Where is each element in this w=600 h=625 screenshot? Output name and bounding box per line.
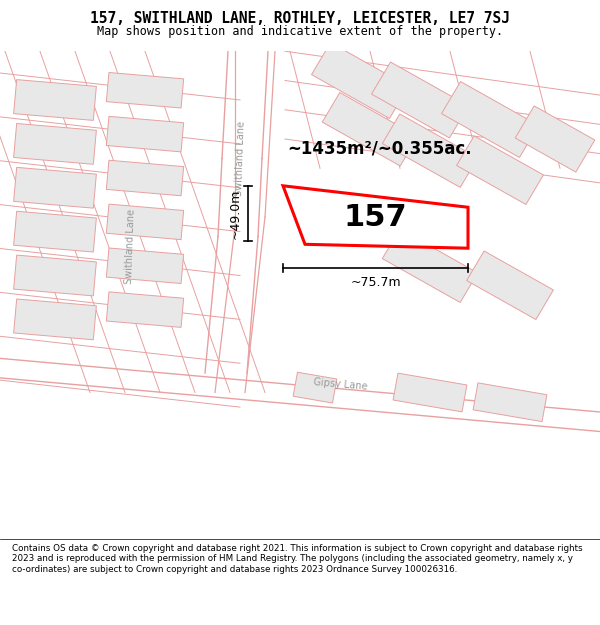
Polygon shape bbox=[442, 81, 538, 158]
Polygon shape bbox=[515, 106, 595, 172]
Polygon shape bbox=[467, 251, 553, 319]
Polygon shape bbox=[14, 211, 97, 252]
Polygon shape bbox=[457, 136, 544, 204]
Polygon shape bbox=[14, 79, 97, 121]
Polygon shape bbox=[283, 186, 468, 248]
Polygon shape bbox=[382, 229, 478, 302]
Polygon shape bbox=[106, 292, 184, 328]
Polygon shape bbox=[106, 160, 184, 196]
Text: 157: 157 bbox=[343, 202, 407, 231]
Polygon shape bbox=[382, 114, 478, 188]
Text: Gipsy Lane: Gipsy Lane bbox=[313, 378, 367, 392]
Text: Swithland Lane: Swithland Lane bbox=[233, 121, 247, 196]
Text: Map shows position and indicative extent of the property.: Map shows position and indicative extent… bbox=[97, 26, 503, 39]
Polygon shape bbox=[106, 248, 184, 284]
Polygon shape bbox=[371, 62, 469, 138]
Polygon shape bbox=[322, 92, 418, 166]
Polygon shape bbox=[473, 383, 547, 422]
Polygon shape bbox=[14, 168, 97, 208]
Polygon shape bbox=[14, 255, 97, 296]
Text: ~1435m²/~0.355ac.: ~1435m²/~0.355ac. bbox=[287, 140, 472, 158]
Text: ~49.0m: ~49.0m bbox=[229, 188, 242, 239]
Text: 157, SWITHLAND LANE, ROTHLEY, LEICESTER, LE7 7SJ: 157, SWITHLAND LANE, ROTHLEY, LEICESTER,… bbox=[90, 11, 510, 26]
Polygon shape bbox=[106, 116, 184, 152]
Polygon shape bbox=[293, 372, 337, 403]
Text: ~75.7m: ~75.7m bbox=[350, 276, 401, 289]
Text: Contains OS data © Crown copyright and database right 2021. This information is : Contains OS data © Crown copyright and d… bbox=[12, 544, 583, 574]
Text: Swithland Lane: Swithland Lane bbox=[124, 209, 136, 284]
Polygon shape bbox=[106, 204, 184, 239]
Polygon shape bbox=[106, 72, 184, 108]
Polygon shape bbox=[393, 373, 467, 412]
Polygon shape bbox=[14, 299, 97, 340]
Polygon shape bbox=[311, 42, 409, 119]
Polygon shape bbox=[14, 124, 97, 164]
